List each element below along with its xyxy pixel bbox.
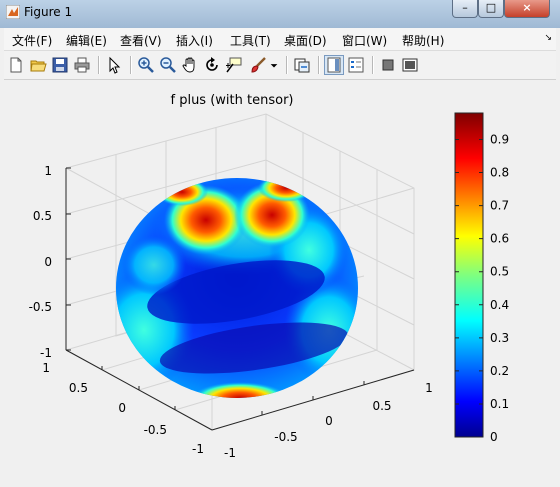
- menu-window[interactable]: 窗口(W): [342, 34, 388, 48]
- colorbar-tick-label: 0.4: [490, 298, 509, 312]
- x-tick-label: -1: [224, 446, 236, 460]
- menu-insert[interactable]: 插入(I): [176, 34, 213, 48]
- maximize-button[interactable]: □: [478, 0, 504, 18]
- y-tick-label: -0.5: [144, 423, 167, 437]
- z-tick-label: 0.5: [33, 209, 52, 223]
- y-tick-label: 1: [42, 361, 50, 375]
- close-button[interactable]: ×: [504, 0, 550, 18]
- menu-file[interactable]: 文件(F): [12, 34, 53, 48]
- rotate-3d-icon[interactable]: [202, 55, 222, 75]
- x-tick-label: -0.5: [274, 430, 297, 444]
- y-tick-label: -1: [192, 442, 204, 456]
- x-tick-label: 0: [325, 414, 333, 428]
- open-file-icon[interactable]: [28, 55, 48, 75]
- data-cursor-icon[interactable]: [224, 55, 244, 75]
- zoom-in-icon[interactable]: [136, 55, 156, 75]
- print-icon[interactable]: [72, 55, 92, 75]
- x-tick-label: 0.5: [372, 399, 391, 413]
- colorbar-tick-label: 0.8: [490, 166, 509, 180]
- x-axis-ticks: 1 0.5 0 -0.5 -1: [224, 381, 433, 460]
- menu-bar: 文件(F) 编辑(E) 查看(V) 插入(I) 工具(T) 桌面(D) 窗口(W…: [4, 28, 556, 51]
- hide-plot-tools-icon[interactable]: [378, 55, 398, 75]
- colorbar-tick-label: 0.2: [490, 364, 509, 378]
- y-tick-label: 0.5: [69, 381, 88, 395]
- new-figure-icon[interactable]: [6, 55, 26, 75]
- colorbar-tick-label: 0.6: [490, 232, 509, 246]
- link-plot-icon[interactable]: [292, 55, 312, 75]
- brush-icon[interactable]: [248, 55, 268, 75]
- menu-desktop[interactable]: 桌面(D): [284, 34, 327, 48]
- menu-help[interactable]: 帮助(H): [402, 34, 445, 48]
- z-tick-label: 1: [44, 164, 52, 178]
- z-axis-ticks: 1 0.5 0 -0.5 -1: [29, 164, 52, 360]
- pan-hand-icon[interactable]: [180, 55, 200, 75]
- title-bar[interactable]: Figure 1 – □ ×: [0, 0, 560, 28]
- y-tick-label: 0: [118, 401, 126, 415]
- save-icon[interactable]: [50, 55, 70, 75]
- matlab-icon: [6, 5, 20, 19]
- show-plot-tools-icon[interactable]: [400, 55, 420, 75]
- colorbar[interactable]: 0.9 0.8 0.7 0.6 0.5 0.4 0.3 0.2 0.1 0: [454, 112, 509, 444]
- figure-toolbar: [4, 51, 556, 80]
- menu-edit[interactable]: 编辑(E): [66, 34, 107, 48]
- z-tick-label: -1: [40, 346, 52, 360]
- menu-view[interactable]: 查看(V): [120, 34, 162, 48]
- z-tick-label: 0: [44, 255, 52, 269]
- figure-canvas[interactable]: f plus (with tensor) 1 0.5 0 -0.5 -1 1 0…: [4, 80, 556, 481]
- x-tick-label: 1: [425, 381, 433, 395]
- colorbar-tick-label: 0.1: [490, 397, 509, 411]
- z-tick-label: -0.5: [29, 300, 52, 314]
- menu-overflow-arrow-icon[interactable]: ↘: [544, 33, 552, 43]
- colorbar-icon[interactable]: [324, 55, 344, 75]
- colorbar-tick-label: 0.3: [490, 331, 509, 345]
- colorbar-tick-label: 0.7: [490, 199, 509, 213]
- colorbar-tick-label: 0.5: [490, 265, 509, 279]
- plot-title: f plus (with tensor): [171, 93, 294, 108]
- plot-area[interactable]: f plus (with tensor) 1 0.5 0 -0.5 -1 1 0…: [4, 80, 556, 481]
- y-axis-ticks: 1 0.5 0 -0.5 -1: [42, 361, 204, 456]
- legend-icon[interactable]: [346, 55, 366, 75]
- menu-tools[interactable]: 工具(T): [230, 34, 271, 48]
- colorbar-tick-label: 0: [490, 430, 498, 444]
- axis-tick-marks: [66, 167, 365, 415]
- edit-plot-arrow-icon[interactable]: [104, 55, 124, 75]
- brush-dropdown-icon[interactable]: [268, 55, 280, 75]
- window-title: Figure 1: [24, 5, 73, 19]
- minimize-button[interactable]: –: [452, 0, 478, 18]
- sphere-surface[interactable]: [94, 174, 374, 414]
- colorbar-tick-label: 0.9: [490, 132, 509, 146]
- zoom-out-icon[interactable]: [158, 55, 178, 75]
